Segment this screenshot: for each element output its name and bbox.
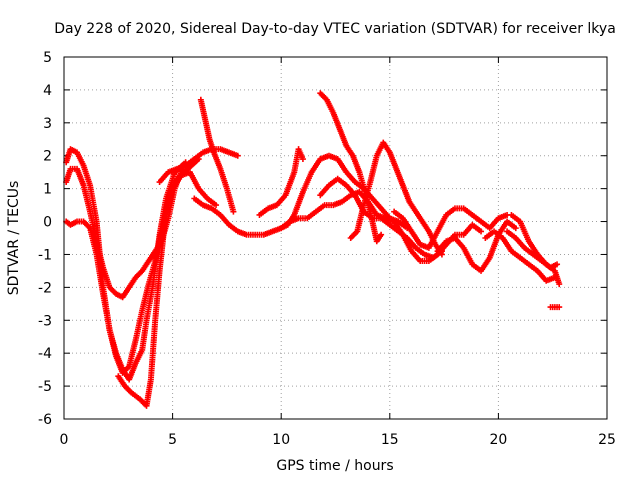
x-axis-label: GPS time / hours	[276, 458, 393, 474]
series-track-14	[434, 218, 519, 274]
x-tick-label: 5	[168, 432, 177, 448]
y-tick-label: 0	[43, 215, 52, 231]
series-track-8	[256, 146, 306, 218]
data-point	[299, 156, 306, 163]
x-tick-label: 25	[598, 432, 616, 448]
data-point	[556, 281, 563, 288]
y-tick-label: -2	[38, 280, 52, 296]
series-track-4	[115, 169, 220, 409]
series-track-9	[278, 152, 411, 232]
data-point	[213, 202, 220, 209]
x-tick-labels: 0 5 10 15 20 25	[60, 432, 616, 448]
data-point	[378, 231, 385, 238]
data-point	[438, 251, 445, 258]
data-point	[512, 225, 519, 232]
y-tick-label: 3	[43, 116, 52, 132]
data-point	[230, 208, 237, 215]
data-point	[478, 228, 485, 235]
y-axis-label: SDTVAR / TECUs	[6, 181, 22, 296]
series-track-18	[547, 304, 563, 311]
y-tick-label: 1	[43, 182, 52, 198]
y-tick-label: -4	[38, 346, 52, 362]
y-tick-label: 2	[43, 149, 52, 165]
series-track-11	[317, 175, 445, 261]
series-track-17	[508, 211, 563, 288]
x-tick-label: 0	[60, 432, 69, 448]
x-tick-label: 20	[489, 432, 507, 448]
plot-frame	[63, 56, 608, 420]
y-tick-label: -5	[38, 379, 52, 395]
series-track-15	[482, 228, 558, 284]
data-point	[556, 304, 563, 311]
y-tick-labels: -6 -5 -4 -3 -2 -1 0 1 2 3 4 5	[38, 50, 52, 428]
y-tick-label: -3	[38, 313, 52, 329]
series-track-13	[391, 205, 511, 251]
series-track-6	[156, 146, 241, 186]
y-tick-label: 4	[43, 83, 52, 99]
x-tick-label: 15	[381, 432, 399, 448]
y-tick-label: -1	[38, 247, 52, 263]
y-tick-label: 5	[43, 50, 52, 66]
x-tick-label: 10	[272, 432, 290, 448]
data-point	[554, 261, 561, 268]
data-points	[63, 90, 563, 409]
data-point	[234, 152, 241, 159]
series-track-5	[197, 96, 237, 215]
y-tick-label: -6	[38, 412, 52, 428]
chart-title: Day 228 of 2020, Sidereal Day-to-day VTE…	[54, 21, 616, 37]
